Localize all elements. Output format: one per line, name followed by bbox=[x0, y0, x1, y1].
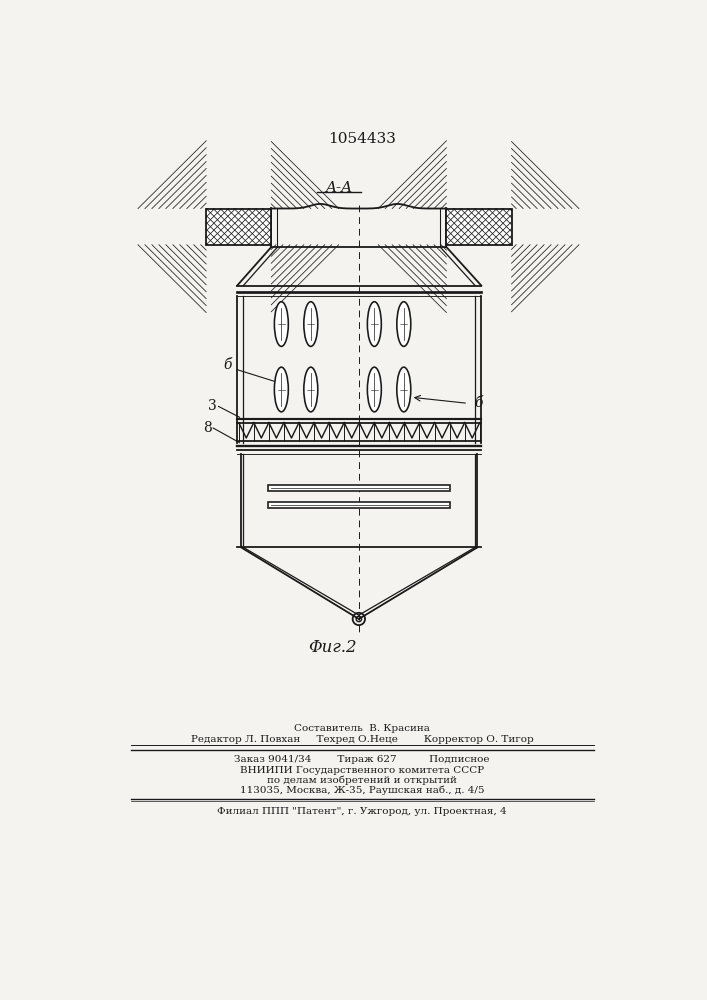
Text: б: б bbox=[223, 358, 232, 372]
Bar bbox=[206, 209, 271, 245]
Ellipse shape bbox=[397, 367, 411, 412]
Text: б: б bbox=[474, 396, 483, 410]
Ellipse shape bbox=[304, 302, 317, 346]
Bar bbox=[446, 209, 512, 245]
Bar bbox=[268, 502, 450, 508]
Text: Заказ 9041/34        Тираж 627          Подписное: Заказ 9041/34 Тираж 627 Подписное bbox=[234, 755, 490, 764]
Text: 8: 8 bbox=[203, 421, 211, 435]
Ellipse shape bbox=[397, 302, 411, 346]
Text: Φиг.2: Φиг.2 bbox=[308, 639, 357, 656]
Text: ВНИИПИ Государственного комитета СССР: ВНИИПИ Государственного комитета СССР bbox=[240, 766, 484, 775]
Text: Редактор Л. Повхан     Техред О.Неце        Корректор О. Тигор: Редактор Л. Повхан Техред О.Неце Коррект… bbox=[191, 735, 533, 744]
Text: Составитель  В. Красина: Составитель В. Красина bbox=[294, 724, 430, 733]
Ellipse shape bbox=[368, 367, 381, 412]
Ellipse shape bbox=[304, 367, 317, 412]
Text: по делам изобретений и открытий: по делам изобретений и открытий bbox=[267, 776, 457, 785]
Text: Филиал ППП "Патент", г. Ужгород, ул. Проектная, 4: Филиал ППП "Патент", г. Ужгород, ул. Про… bbox=[217, 807, 507, 816]
Text: 113035, Москва, Ж-35, Раушская наб., д. 4/5: 113035, Москва, Ж-35, Раушская наб., д. … bbox=[240, 786, 484, 795]
Ellipse shape bbox=[368, 302, 381, 346]
Text: A-A: A-A bbox=[325, 181, 352, 195]
Bar bbox=[268, 485, 450, 491]
Ellipse shape bbox=[274, 302, 288, 346]
Ellipse shape bbox=[274, 367, 288, 412]
Text: 3: 3 bbox=[209, 399, 217, 413]
Text: 1054433: 1054433 bbox=[328, 132, 396, 146]
